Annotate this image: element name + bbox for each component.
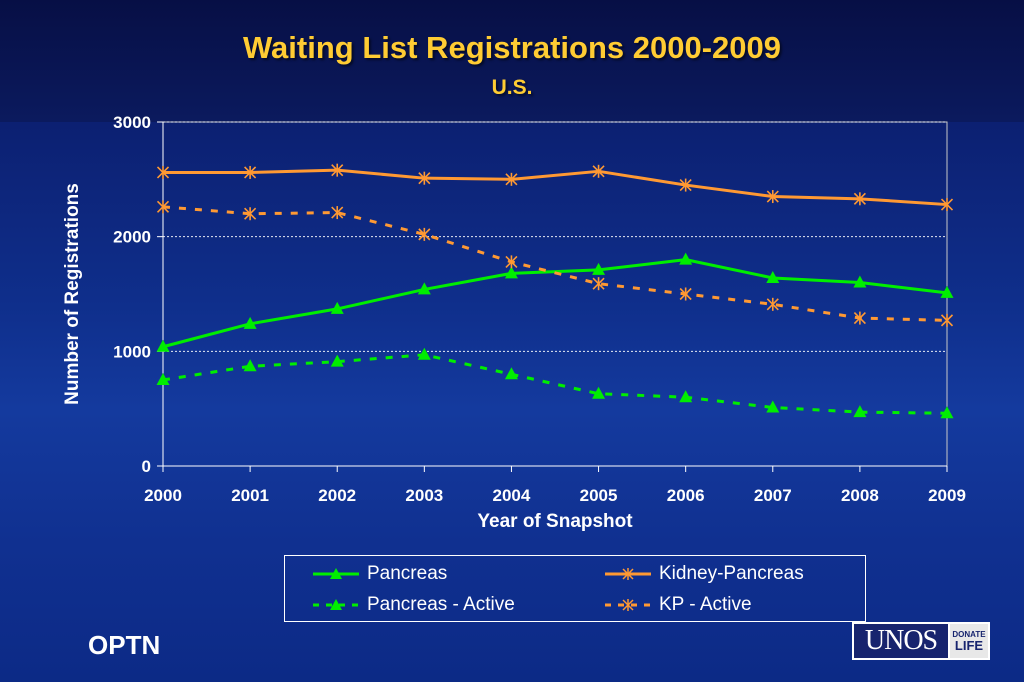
data-point-kp-active (766, 297, 779, 311)
legend-swatch-kidney-pancreas (605, 568, 651, 580)
data-point-kidney-pancreas (592, 164, 605, 178)
series-line-kidney-pancreas (163, 168, 948, 207)
x-axis-title: Year of Snapshot (477, 511, 633, 532)
data-point-pancreas-active (156, 373, 170, 385)
data-point-pancreas-active (243, 359, 257, 372)
donate-life-badge: DONATE LIFE (948, 624, 988, 658)
data-point-pancreas (330, 301, 344, 314)
data-point-pancreas (679, 252, 693, 265)
legend-label-kidney-pancreas: Kidney-Pancreas (659, 563, 804, 584)
x-tick-label: 2008 (841, 486, 879, 505)
data-point-kp-active (418, 227, 431, 241)
donate-life-line1: DONATE (952, 630, 986, 639)
chart-title: Waiting List Registrations 2000-2009 (242, 30, 782, 65)
data-point-pancreas-active (766, 400, 780, 413)
data-point-kidney-pancreas (853, 192, 866, 206)
legend-item-pancreas-active: Pancreas - Active (311, 593, 515, 617)
y-tick-label: 3000 (113, 113, 151, 132)
legend-item-pancreas: Pancreas (311, 562, 447, 586)
legend-label-pancreas-active: Pancreas - Active (367, 594, 515, 615)
data-point-pancreas (592, 262, 606, 275)
title-band (0, 0, 1024, 122)
data-point-pancreas-active (504, 367, 518, 380)
x-tick-label: 2004 (493, 486, 531, 505)
data-point-pancreas (853, 275, 867, 288)
data-point-pancreas (417, 282, 431, 295)
legend-label-pancreas: Pancreas (367, 563, 448, 584)
data-point-kp-active (592, 277, 605, 291)
data-point-pancreas (156, 339, 170, 352)
x-tick-label: 2009 (928, 486, 966, 505)
x-tick-label: 2000 (144, 486, 182, 505)
donate-life-line2: LIFE (954, 638, 984, 653)
chart-legend: Pancreas Kidney-Pancreas Pancreas - Acti… (284, 555, 866, 622)
data-point-pancreas-active (592, 386, 606, 399)
y-tick-label: 1000 (113, 342, 151, 361)
unos-logo-text: UNOS (864, 625, 938, 656)
data-point-pancreas-active (679, 390, 693, 403)
data-point-kidney-pancreas (156, 165, 170, 179)
data-point-pancreas-active (330, 354, 344, 367)
x-tick-label: 2003 (405, 486, 443, 505)
x-tick-label: 2007 (754, 486, 792, 505)
series-line-kp-active (162, 205, 948, 322)
y-tick-label: 0 (142, 457, 151, 476)
data-point-kidney-pancreas (418, 171, 431, 185)
legend-swatch-kp-active (605, 599, 651, 611)
data-point-pancreas-active (417, 347, 431, 360)
legend-label-kp-active: KP - Active (659, 594, 752, 615)
legend-item-kp-active: KP - Active (603, 593, 752, 617)
data-point-pancreas (940, 285, 954, 298)
data-point-kp-active (331, 206, 344, 220)
series-line-pancreas-active (162, 353, 948, 415)
data-point-pancreas (766, 270, 780, 283)
data-point-kp-active (505, 255, 518, 269)
data-point-kp-active (244, 207, 257, 221)
data-point-kidney-pancreas (679, 178, 692, 192)
data-point-kp-active (853, 311, 866, 325)
plot-frame (162, 121, 948, 467)
data-point-pancreas-active (853, 405, 867, 418)
data-point-kidney-pancreas (766, 190, 779, 204)
optn-label: OPTN (88, 630, 161, 660)
unos-logo: UNOS DONATE LIFE (852, 622, 990, 660)
data-point-kp-active (940, 313, 954, 327)
legend-swatch-pancreas (313, 568, 359, 579)
data-point-kidney-pancreas (940, 198, 954, 212)
data-point-kp-active (156, 200, 170, 214)
y-axis-title: Number of Registrations (62, 183, 83, 405)
legend-item-kidney-pancreas: Kidney-Pancreas (603, 562, 804, 586)
data-point-pancreas (243, 316, 257, 329)
x-tick-label: 2006 (667, 486, 705, 505)
data-point-kidney-pancreas (505, 172, 518, 186)
x-tick-label: 2001 (231, 486, 269, 505)
data-point-kidney-pancreas (331, 163, 344, 177)
data-point-kp-active (679, 287, 692, 301)
data-point-kidney-pancreas (244, 165, 257, 179)
x-tick-label: 2005 (580, 486, 618, 505)
data-point-pancreas (504, 266, 518, 279)
data-point-pancreas-active (940, 406, 954, 419)
y-tick-label: 2000 (113, 228, 151, 247)
legend-swatch-pancreas-active (313, 599, 359, 610)
x-tick-label: 2002 (318, 486, 356, 505)
chart-subtitle: U.S. (491, 76, 533, 99)
